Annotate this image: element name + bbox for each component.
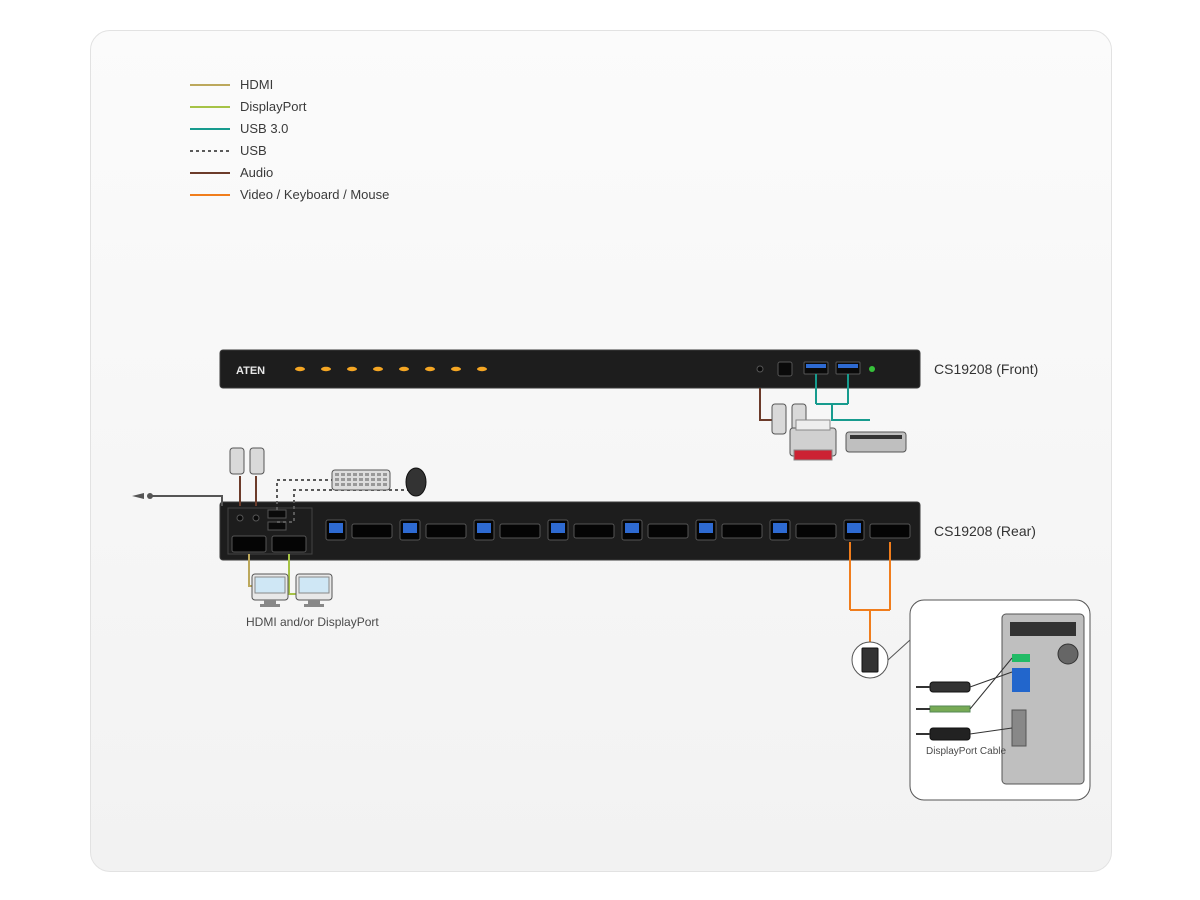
- diagram-svg: HDMI DisplayPort USB 3.0 USB Audio Video / Ke…: [0, 0, 1200, 900]
- legend-label: Audio: [240, 165, 273, 180]
- legend-label: USB 3.0: [240, 121, 288, 136]
- stage: HDMI DisplayPort USB 3.0 USB Audio Video / Ke…: [0, 0, 1200, 900]
- legend-label: Video / Keyboard / Mouse: [240, 187, 389, 202]
- hdmi-dp-label: HDMI and/or DisplayPort: [246, 615, 379, 629]
- front-label: CS19208 (Front): [934, 361, 1038, 377]
- legend-label: HDMI: [240, 77, 273, 92]
- legend-label: DisplayPort: [240, 99, 307, 114]
- dp-cable-label: DisplayPort Cable: [926, 746, 1006, 757]
- brand-label: ATEN: [236, 365, 265, 377]
- rear-label: CS19208 (Rear): [934, 523, 1036, 539]
- legend-label: USB: [240, 143, 267, 158]
